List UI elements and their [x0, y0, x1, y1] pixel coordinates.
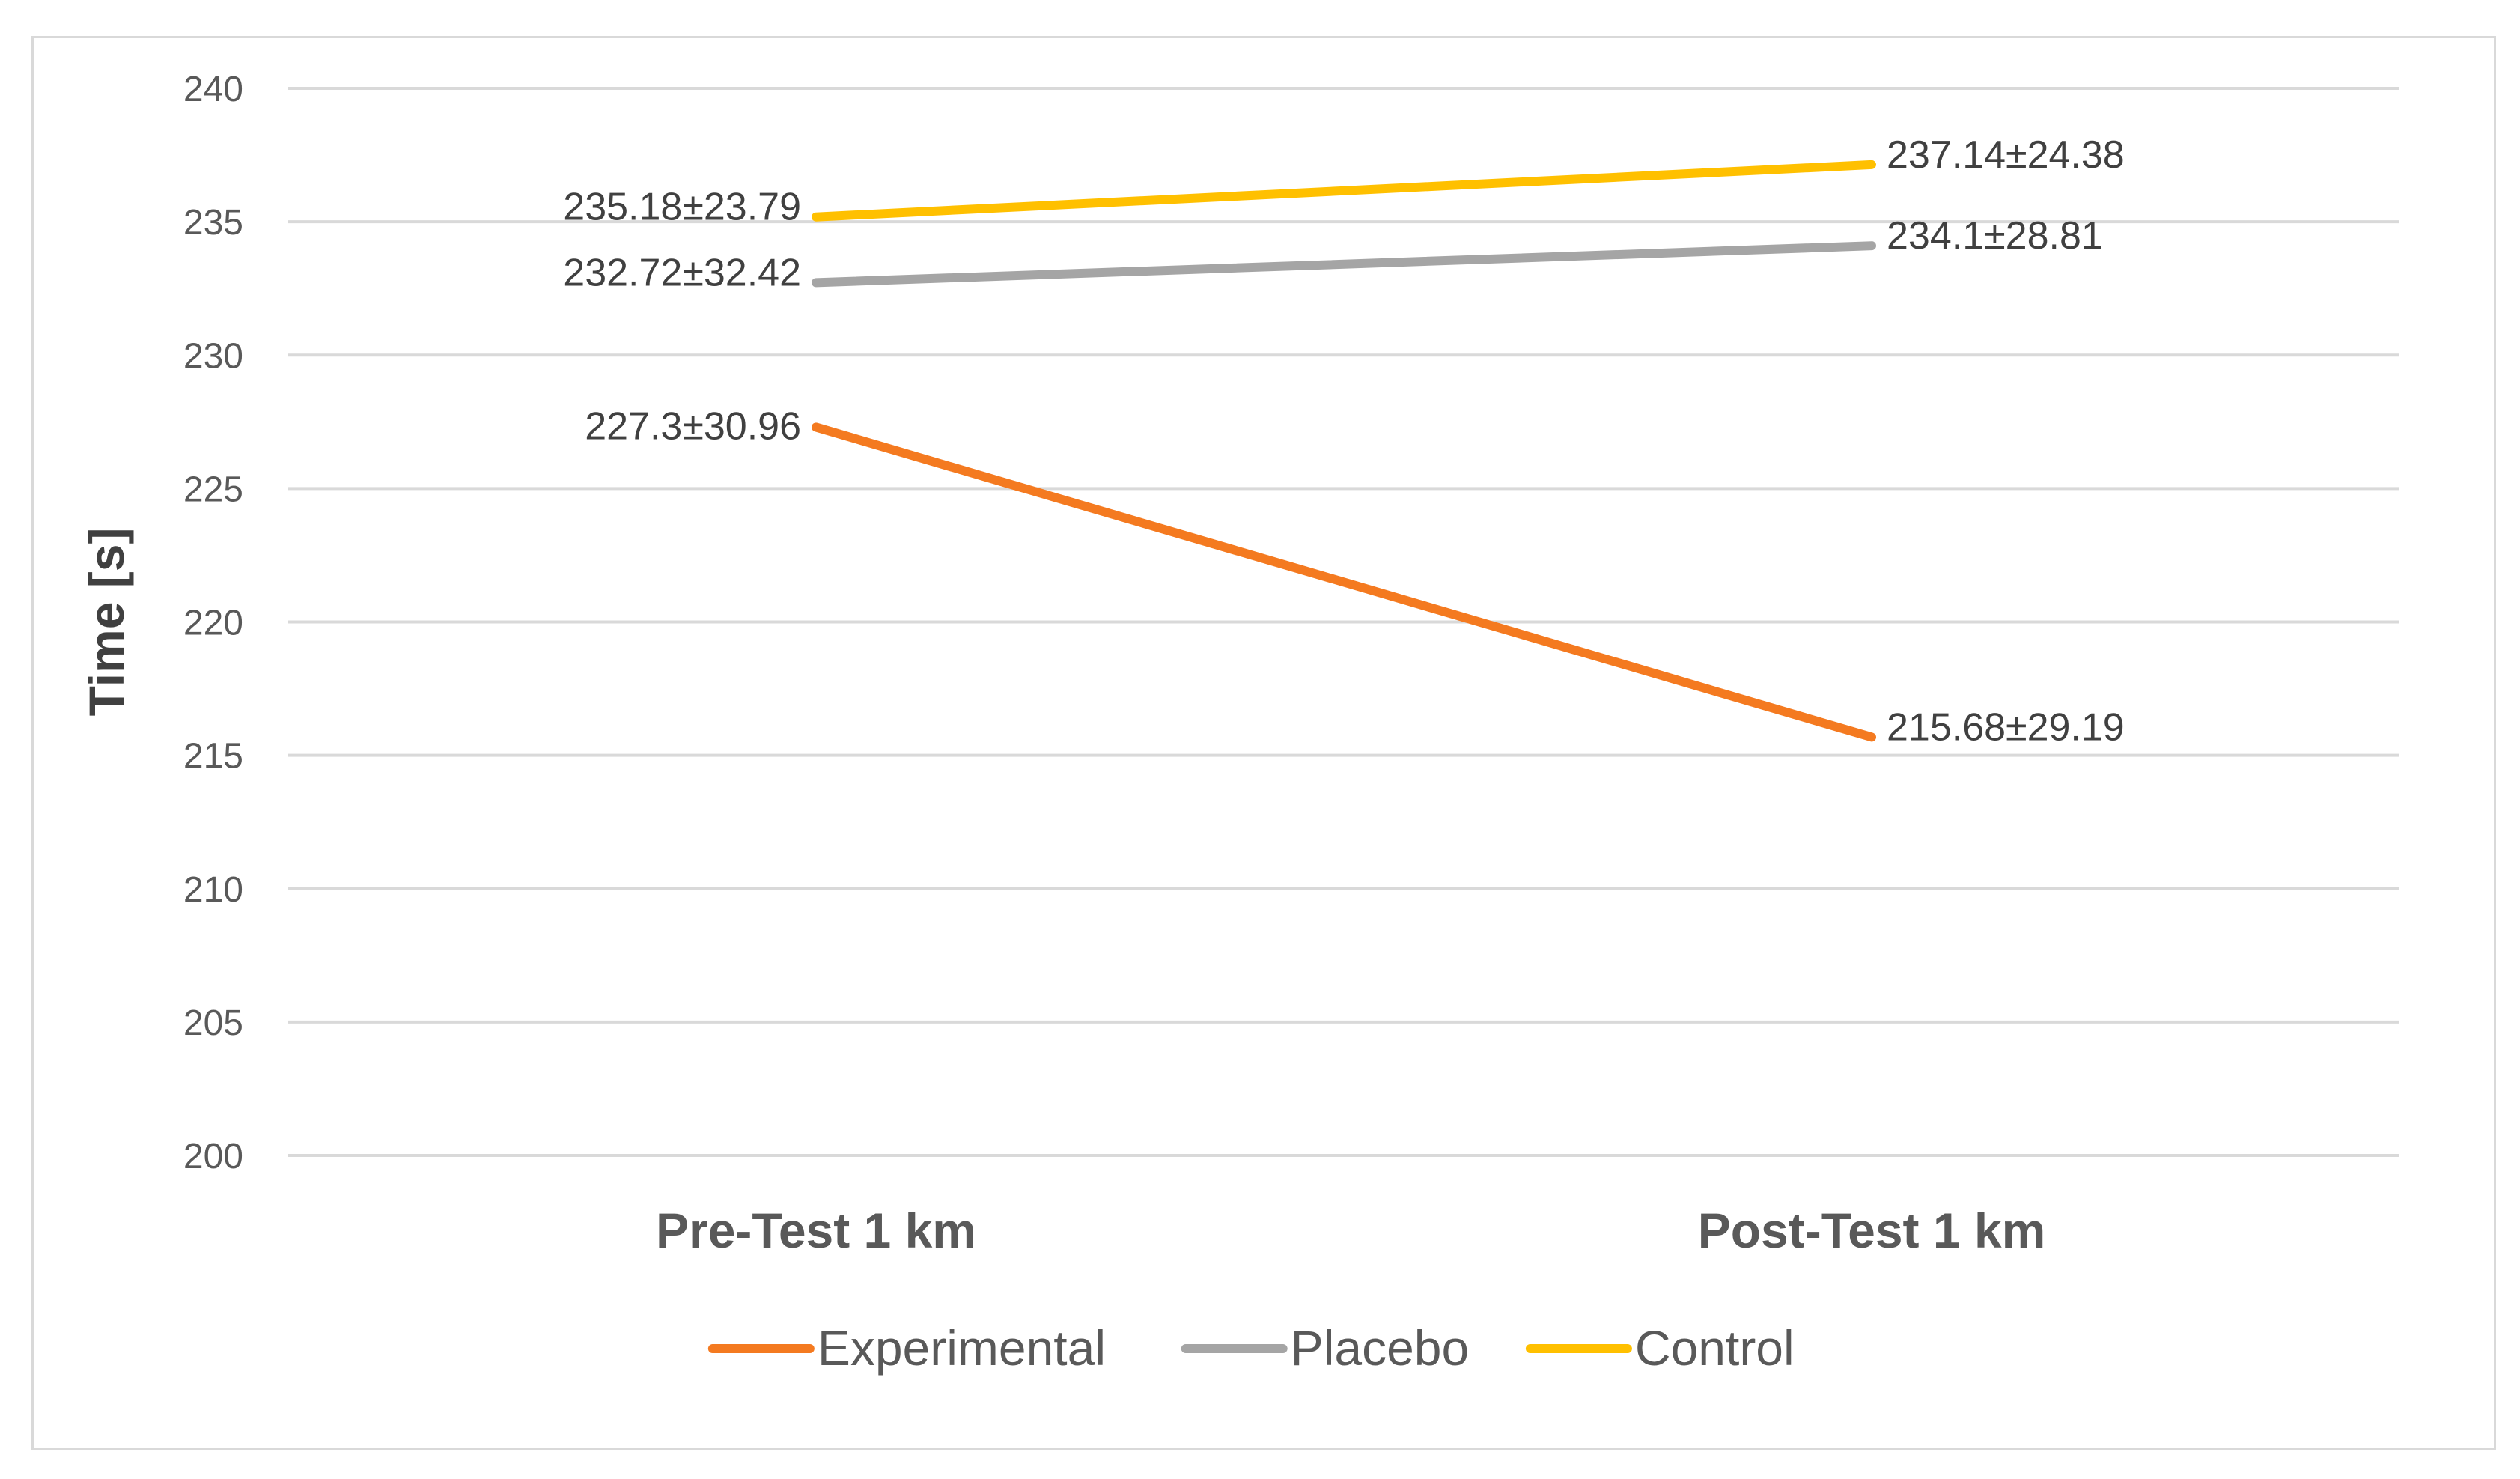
data-label: 227.3±30.96 — [585, 404, 801, 448]
data-label: 237.14±24.38 — [1887, 133, 2125, 177]
y-tick-label: 240 — [183, 70, 243, 109]
y-tick-label: 210 — [183, 870, 243, 910]
data-label: 232.72±32.42 — [563, 251, 801, 294]
legend: Experimental Placebo Control — [707, 1320, 1795, 1376]
y-tick-label: 200 — [183, 1137, 243, 1176]
series-line-experimental — [812, 422, 1876, 742]
gridlines — [288, 87, 2399, 1157]
legend-label: Placebo — [1291, 1320, 1470, 1376]
y-axis-label: Time [s] — [79, 528, 134, 717]
legend-item-control: Control — [1525, 1320, 1795, 1376]
y-tick-label: 220 — [183, 604, 243, 643]
x-tick-label: Post-Test 1 km — [1698, 1203, 2046, 1258]
data-labels: 227.3±30.96 215.68±29.19 232.72±32.42 234.1… — [563, 133, 2124, 750]
data-label: 215.68±29.19 — [1887, 705, 2125, 749]
y-tick-label: 215 — [183, 737, 243, 777]
data-label: 235.18±23.79 — [563, 186, 801, 229]
legend-item-placebo: Placebo — [1181, 1320, 1470, 1376]
legend-label: Experimental — [818, 1320, 1106, 1376]
data-label: 234.1±28.81 — [1887, 214, 2103, 258]
y-tick-label: 225 — [183, 470, 243, 509]
x-axis-ticks: Pre-Test 1 km Post-Test 1 km — [656, 1203, 2045, 1258]
y-tick-label: 235 — [183, 203, 243, 243]
legend-label: Control — [1635, 1320, 1795, 1376]
series-lines — [812, 160, 1876, 742]
y-axis-ticks: 200 205 210 215 220 225 230 235 240 — [183, 70, 243, 1176]
y-tick-label: 205 — [183, 1003, 243, 1043]
chart-frame: 200 205 210 215 220 225 230 235 240 Pre-Test 1 k… — [31, 36, 2496, 1450]
legend-item-experimental: Experimental — [707, 1320, 1106, 1376]
series-line-placebo — [812, 241, 1876, 288]
line-chart: 200 205 210 215 220 225 230 235 240 Pre-Test 1 k… — [79, 70, 2399, 1376]
y-tick-label: 230 — [183, 336, 243, 376]
series-line-control — [812, 160, 1876, 222]
x-tick-label: Pre-Test 1 km — [656, 1203, 976, 1258]
